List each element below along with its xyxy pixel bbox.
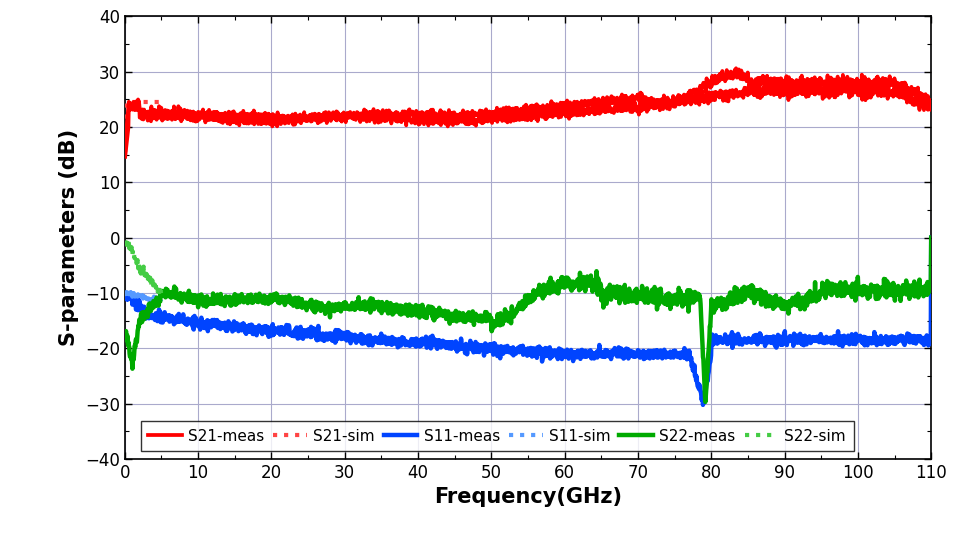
S11-meas (160, 312, 172, 319)
S22-meas (119, 332, 131, 338)
Line: S21-sim: S21-sim (125, 102, 161, 152)
S11-sim (127, 293, 138, 299)
S22-sim (122, 239, 133, 246)
S21-meas (119, 141, 131, 148)
S22-meas (700, 399, 711, 405)
S22-meas (902, 286, 914, 292)
S11-meas (925, 234, 937, 241)
S21-meas (755, 82, 766, 88)
S11-meas (902, 336, 914, 342)
S22-sim (130, 255, 141, 262)
S11-meas (902, 333, 914, 339)
X-axis label: Frequency(GHz): Frequency(GHz) (434, 488, 622, 508)
S11-sim (153, 299, 164, 306)
S22-sim (123, 236, 134, 242)
S22-meas (902, 286, 914, 293)
Line: S21-meas: S21-meas (125, 68, 931, 145)
S11-sim (130, 293, 141, 300)
S11-meas (119, 294, 131, 301)
S11-meas (755, 334, 766, 341)
S21-meas (160, 112, 172, 118)
S21-sim (127, 99, 138, 105)
S22-sim (121, 239, 132, 246)
S11-sim (121, 291, 132, 297)
S21-sim (119, 148, 131, 155)
S22-meas (512, 308, 523, 314)
S11-meas (697, 402, 708, 408)
S21-sim (121, 116, 132, 122)
S22-meas (160, 287, 172, 294)
S21-meas (490, 108, 501, 114)
Legend: S21-meas, S21-sim, S11-meas, S11-sim, S22-meas, S22-sim: S21-meas, S21-sim, S11-meas, S11-sim, S2… (140, 421, 853, 451)
S11-meas (512, 346, 523, 353)
S22-sim (127, 247, 138, 253)
S11-sim (122, 291, 133, 297)
S22-sim (156, 291, 167, 297)
S21-meas (902, 85, 914, 91)
S21-sim (153, 99, 164, 105)
Line: S22-meas: S22-meas (125, 238, 931, 402)
S11-sim (156, 299, 167, 305)
S21-sim (121, 99, 132, 105)
Line: S22-sim: S22-sim (125, 239, 161, 294)
S11-sim (155, 297, 166, 303)
S21-meas (731, 65, 742, 71)
S21-meas (902, 86, 914, 93)
S22-meas (490, 321, 501, 327)
S11-sim (119, 289, 131, 296)
S22-sim (119, 241, 131, 247)
S21-sim (154, 99, 165, 105)
S21-sim (156, 99, 167, 105)
S22-meas (755, 286, 766, 293)
S11-sim (123, 289, 134, 295)
S11-meas (490, 349, 501, 356)
S22-meas (925, 234, 937, 241)
S11-sim (153, 296, 164, 303)
Line: S11-sim: S11-sim (125, 292, 161, 302)
S22-sim (153, 287, 164, 294)
S21-sim (122, 99, 133, 105)
S22-sim (154, 287, 165, 293)
S21-meas (512, 105, 523, 111)
Line: S11-meas: S11-meas (125, 238, 931, 405)
S21-meas (925, 97, 937, 104)
Y-axis label: S-parameters (dB): S-parameters (dB) (60, 129, 80, 346)
S21-sim (130, 99, 141, 105)
